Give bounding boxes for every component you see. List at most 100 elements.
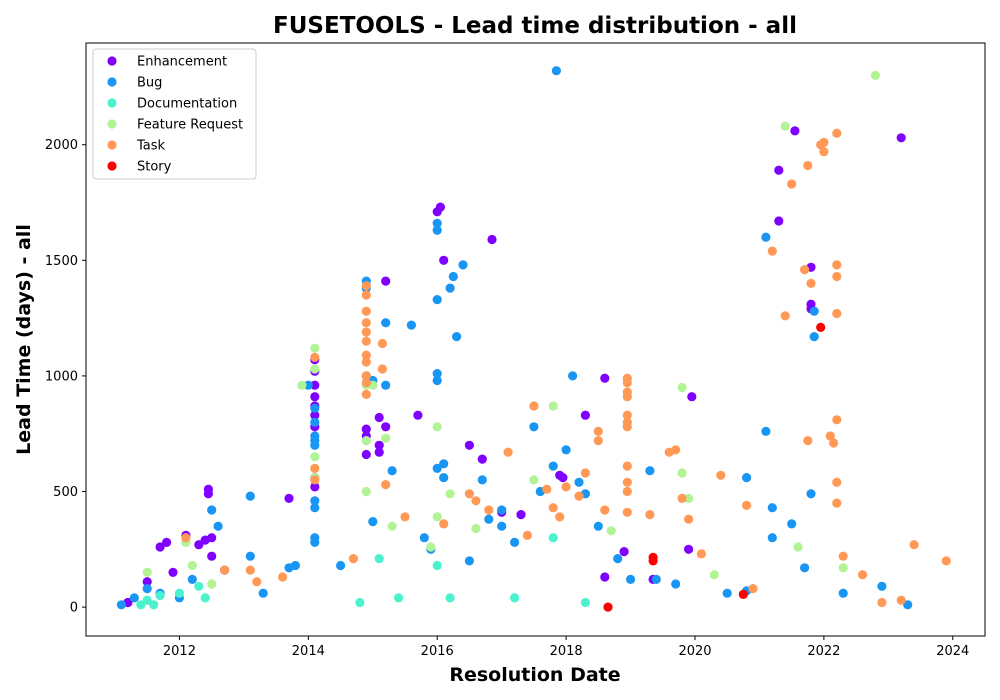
data-point	[832, 498, 842, 508]
legend-entry: Story	[137, 160, 172, 175]
data-point	[361, 281, 371, 291]
legend-marker	[107, 77, 117, 87]
legend-marker	[107, 98, 117, 108]
data-point	[671, 445, 681, 455]
data-point	[600, 505, 610, 515]
data-point	[738, 589, 748, 600]
data-point	[361, 290, 371, 300]
data-point	[374, 554, 384, 564]
data-point	[600, 373, 610, 383]
data-point	[684, 544, 694, 554]
data-point	[142, 567, 152, 578]
data-point	[245, 491, 255, 501]
data-point	[580, 597, 591, 608]
data-point	[220, 565, 230, 575]
data-point	[622, 410, 632, 420]
data-point	[716, 470, 726, 480]
data-point	[310, 452, 320, 462]
data-point	[336, 560, 346, 571]
data-point	[829, 438, 839, 448]
data-point	[149, 600, 159, 610]
data-point	[310, 380, 320, 390]
data-point	[606, 526, 616, 536]
data-point	[377, 338, 387, 349]
data-point	[162, 537, 172, 548]
data-point	[310, 403, 320, 413]
data-point	[622, 477, 632, 487]
data-point	[303, 380, 313, 390]
data-point	[310, 417, 320, 427]
legend-marker	[107, 161, 117, 171]
data-point	[593, 436, 603, 446]
data-point	[767, 533, 777, 543]
chart-title: FUSETOOLS - Lead time distribution - all	[273, 13, 797, 39]
plot-frame	[85, 42, 986, 637]
data-point	[187, 560, 197, 571]
data-point	[574, 477, 584, 487]
data-point	[381, 318, 391, 328]
data-point	[677, 382, 687, 393]
data-point	[838, 551, 848, 561]
series-documentation	[136, 533, 591, 610]
data-point	[381, 276, 391, 286]
y-tick-label: 0	[70, 601, 78, 616]
x-tick-label: 2020	[678, 644, 711, 659]
y-axis-label: Lead Time (days) - all	[13, 224, 35, 455]
data-point	[687, 392, 697, 402]
legend-marker	[107, 140, 117, 150]
data-point	[800, 563, 810, 573]
data-point	[603, 602, 613, 612]
legend: Enhancement Bug Documentation Feature Reque…	[92, 48, 257, 180]
data-point	[548, 533, 558, 543]
data-point	[435, 202, 445, 212]
x-tick-label: 2022	[807, 644, 840, 659]
y-tick-label: 500	[53, 485, 78, 500]
data-point	[377, 364, 387, 374]
data-point	[432, 225, 442, 235]
legend-entry: Bug	[137, 76, 162, 91]
data-point	[381, 380, 391, 390]
data-point	[542, 484, 552, 494]
data-point	[445, 283, 455, 293]
data-point	[568, 371, 578, 381]
data-point	[361, 306, 371, 316]
data-point	[793, 542, 803, 552]
data-point	[361, 389, 371, 399]
data-point	[548, 401, 558, 411]
data-point	[168, 567, 178, 578]
data-point	[780, 311, 790, 321]
data-point	[361, 449, 371, 460]
y-tick-label: 1000	[45, 369, 78, 384]
data-point	[742, 473, 752, 483]
data-point	[458, 260, 468, 270]
data-point	[832, 308, 842, 319]
data-point	[310, 364, 320, 374]
data-point	[645, 509, 655, 520]
data-point	[774, 216, 784, 226]
data-point	[432, 295, 442, 305]
legend-entry: Task	[136, 139, 166, 154]
legend-entry: Documentation	[137, 97, 237, 112]
x-axis-ticks: 2012 2014 2016 2018 2020 2022 2024	[163, 636, 969, 659]
data-point	[432, 463, 442, 473]
data-point	[548, 461, 558, 471]
data-point	[600, 572, 610, 582]
data-point	[619, 547, 629, 557]
data-point	[622, 422, 632, 432]
data-point	[503, 447, 513, 457]
data-point	[174, 588, 184, 598]
data-point	[258, 588, 268, 598]
data-point	[284, 493, 294, 503]
data-point	[278, 572, 288, 582]
data-point	[200, 593, 210, 603]
data-point	[651, 574, 661, 585]
data-point	[194, 581, 204, 591]
data-point	[806, 278, 816, 288]
data-point	[203, 489, 213, 499]
data-point	[310, 440, 320, 450]
data-point	[471, 496, 481, 506]
data-point	[761, 232, 771, 242]
legend-marker	[107, 56, 117, 66]
data-point	[361, 327, 371, 337]
data-point	[310, 537, 320, 548]
